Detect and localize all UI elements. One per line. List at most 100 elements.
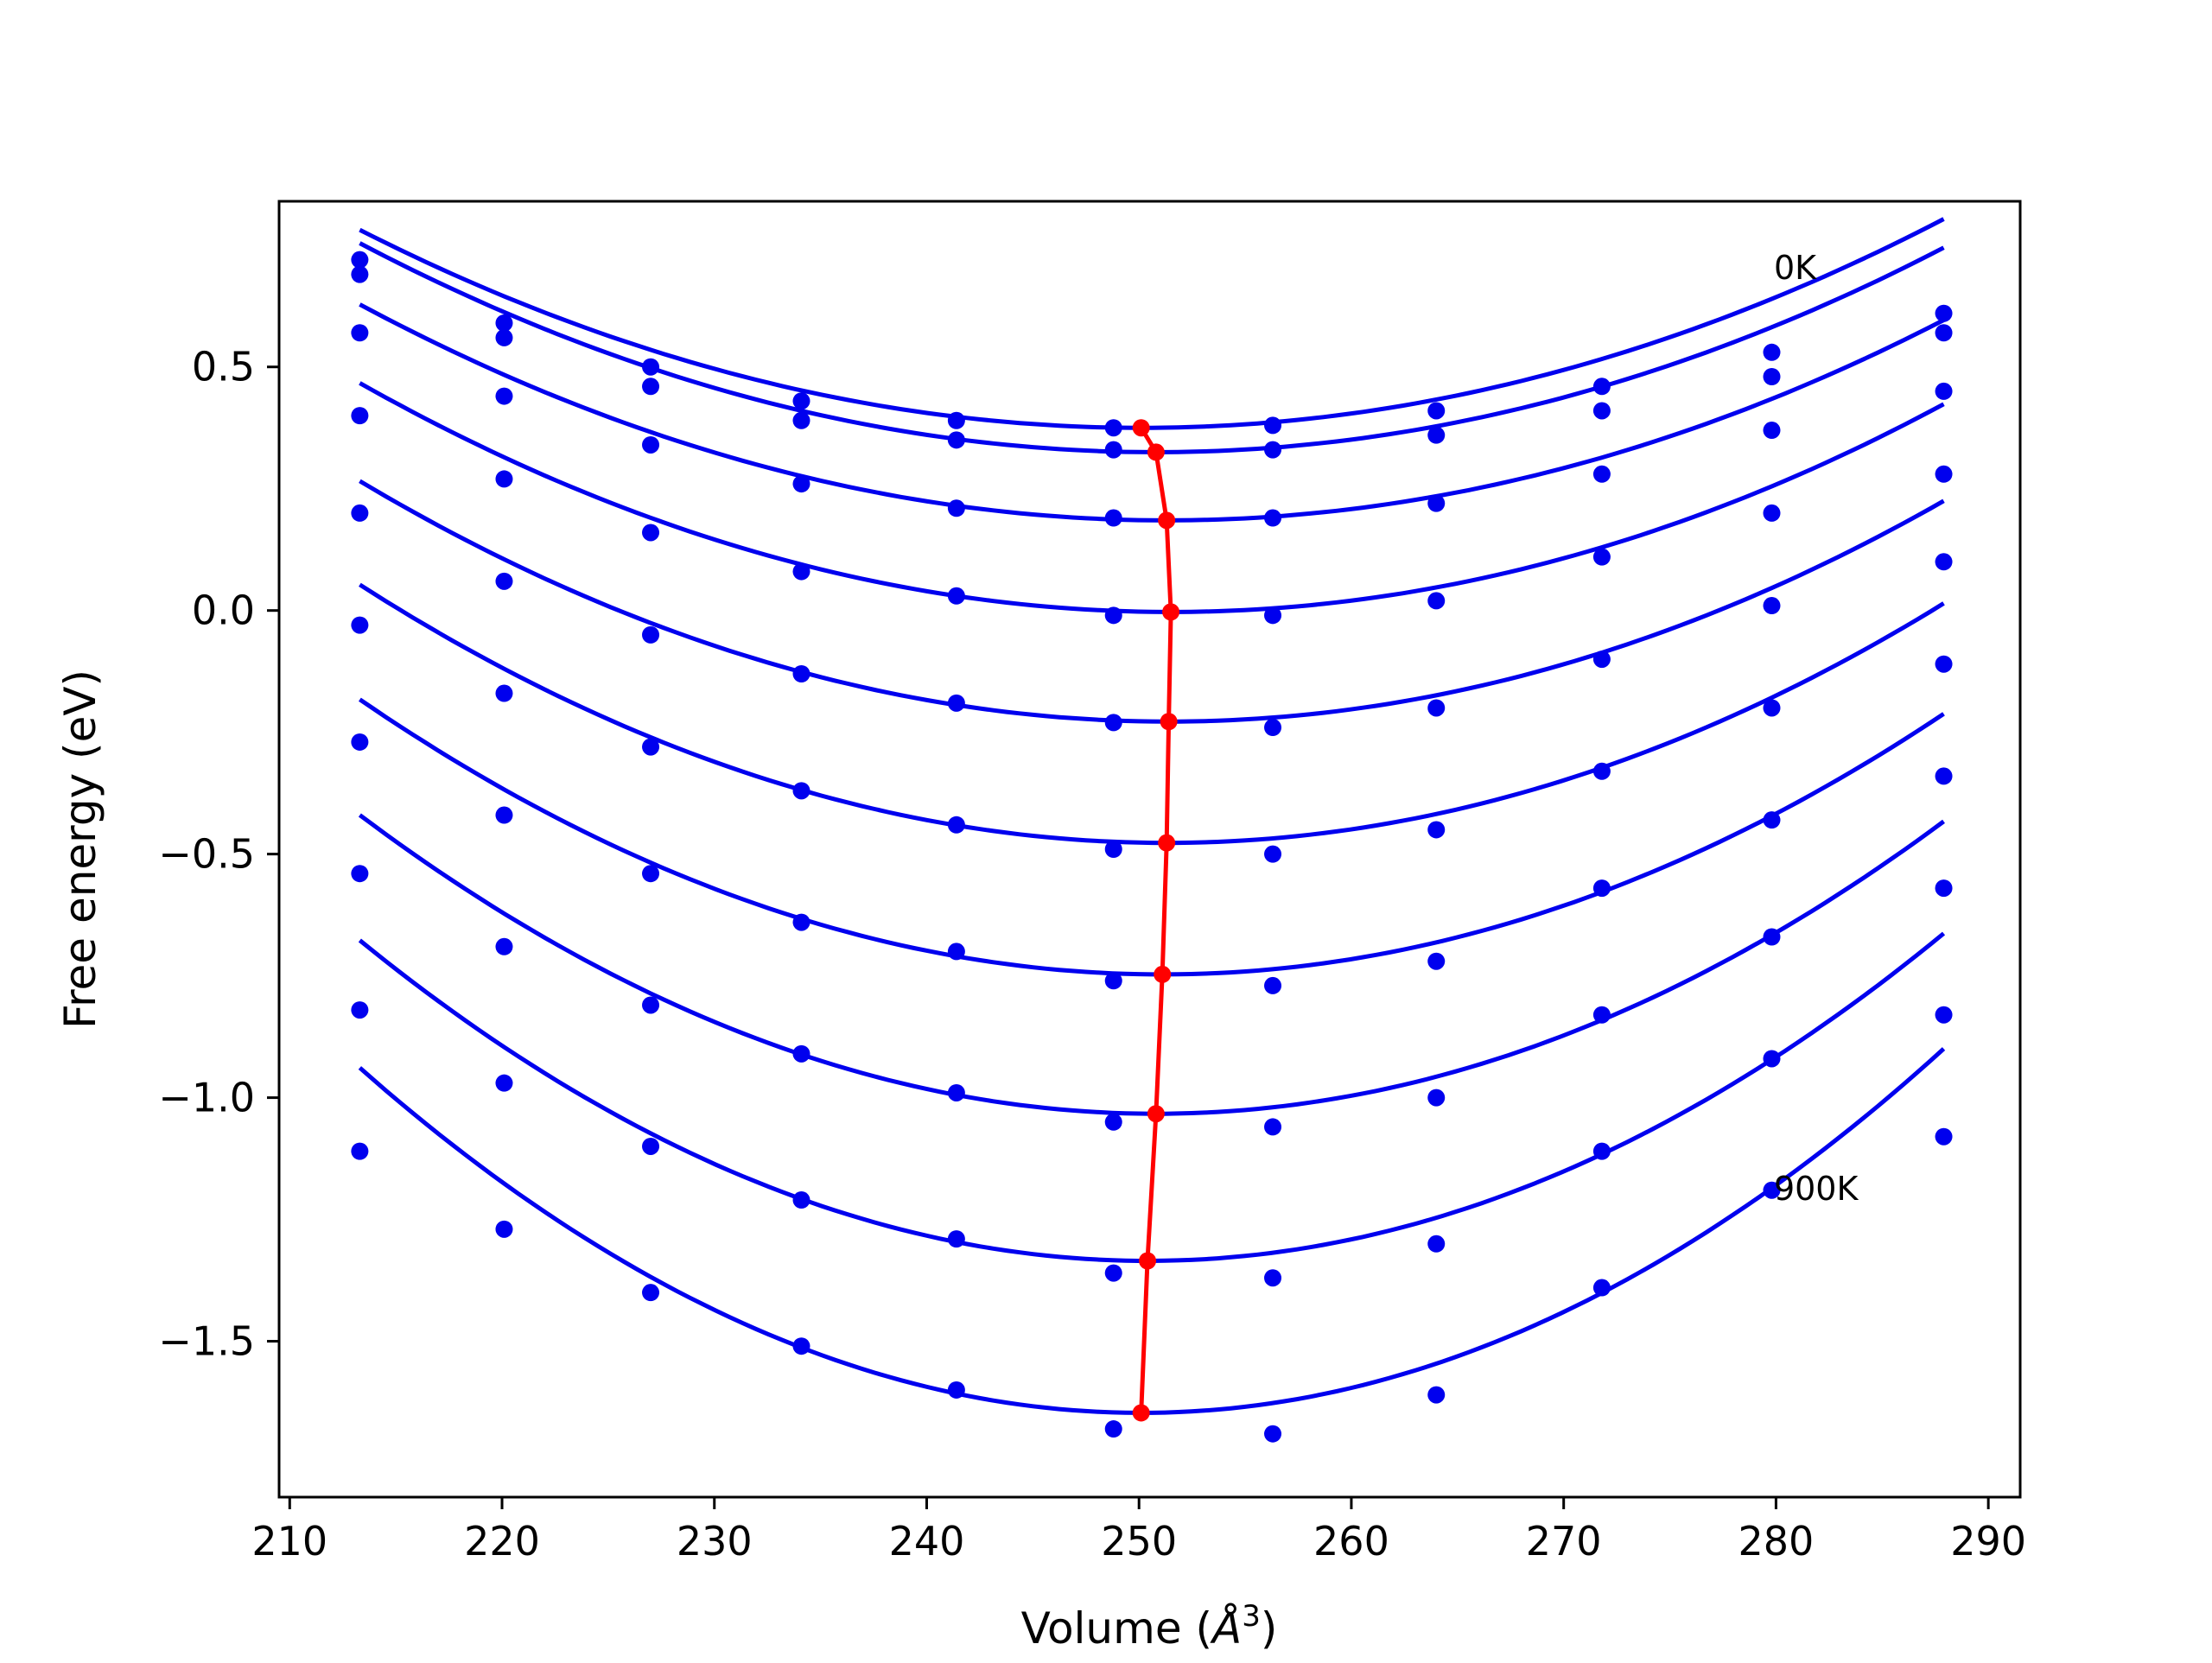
data-point-5-9 [1763, 699, 1781, 717]
data-point-8-4 [947, 1230, 965, 1248]
x-axis-label: Volume (Å3) [1021, 1599, 1278, 1653]
data-point-7-9 [1763, 928, 1781, 946]
data-point-3-4 [947, 587, 965, 605]
data-point-6-6 [1264, 976, 1282, 994]
data-point-8-8 [1592, 1142, 1611, 1160]
data-point-5-7 [1427, 821, 1446, 839]
y-tick-label-3: −1.0 [158, 1075, 255, 1121]
data-point-2-7 [1427, 494, 1446, 512]
data-point-0-7 [1427, 402, 1446, 420]
data-point-4-4 [947, 694, 965, 712]
data-point-3-9 [1763, 504, 1781, 522]
data-point-2-3 [792, 475, 810, 493]
data-point-7-3 [792, 1044, 810, 1063]
data-point-8-0 [351, 1001, 369, 1019]
data-point-2-0 [351, 324, 369, 342]
minimum-point-4 [1160, 713, 1178, 731]
fit-curve-0 [359, 217, 1945, 430]
data-point-1-7 [1427, 426, 1446, 444]
x-axis-label-suffix: ) [1261, 1603, 1278, 1653]
x-axis-label-unit: Å [1210, 1603, 1242, 1653]
data-point-5-2 [642, 738, 660, 756]
data-point-4-8 [1592, 651, 1611, 669]
data-point-8-1 [495, 1074, 513, 1092]
x-axis-label-exponent: 3 [1242, 1599, 1261, 1634]
data-point-1-4 [947, 431, 965, 449]
x-tick-label-260: 260 [1313, 1518, 1389, 1565]
data-point-5-6 [1264, 845, 1282, 863]
data-point-6-8 [1592, 879, 1611, 898]
data-point-9-1 [495, 1220, 513, 1238]
fit-curve-3 [359, 381, 1945, 614]
x-tick-label-230: 230 [677, 1518, 753, 1565]
data-point-9-5 [1104, 1420, 1122, 1438]
data-point-4-10 [1935, 553, 1953, 571]
plot-frame [277, 200, 2022, 1499]
data-point-1-5 [1104, 441, 1122, 459]
minimum-point-5 [1158, 834, 1176, 852]
data-point-2-2 [642, 435, 660, 454]
data-point-3-7 [1427, 592, 1446, 610]
data-point-7-8 [1592, 1006, 1611, 1024]
data-point-2-10 [1935, 382, 1953, 400]
data-point-1-2 [642, 378, 660, 396]
minimum-line [1139, 426, 1173, 1413]
fit-curve-5 [359, 582, 1945, 846]
x-tick-label-220: 220 [464, 1518, 540, 1565]
data-point-7-4 [947, 1083, 965, 1101]
x-axis: 210 220 230 240 250 260 270 280 290 [251, 1497, 2026, 1565]
data-point-3-10 [1935, 465, 1953, 483]
data-point-5-1 [495, 684, 513, 702]
data-point-7-2 [642, 996, 660, 1014]
data-point-4-2 [642, 625, 660, 644]
data-point-6-7 [1427, 952, 1446, 970]
minimum-point-3 [1162, 603, 1180, 621]
data-point-3-3 [792, 562, 810, 581]
data-point-8-7 [1427, 1235, 1446, 1253]
data-point-0-8 [1592, 378, 1611, 396]
data-point-0-4 [947, 411, 965, 429]
data-point-0-1 [495, 314, 513, 332]
data-point-5-5 [1104, 841, 1122, 858]
data-point-2-5 [1104, 509, 1122, 527]
data-point-8-3 [792, 1191, 810, 1209]
y-tick-label-2: −0.5 [158, 831, 255, 878]
data-point-1-0 [351, 265, 369, 283]
data-point-7-10 [1935, 879, 1953, 898]
fit-curve-2 [359, 302, 1945, 523]
data-point-8-2 [642, 1137, 660, 1155]
minimum-point-7 [1147, 1105, 1165, 1123]
minimum-point-8 [1139, 1252, 1157, 1270]
y-axis-label: Free energy (eV) [55, 670, 105, 1029]
y-axis: 0.5 0.0 −0.5 −1.0 −1.5 [158, 344, 279, 1365]
data-point-0-0 [351, 251, 369, 269]
data-point-5-8 [1592, 762, 1611, 780]
data-point-4-9 [1763, 597, 1781, 615]
fit-curve-9 [358, 1047, 1946, 1415]
minimum-point-1 [1147, 443, 1165, 461]
data-point-2-1 [495, 387, 513, 405]
data-point-4-7 [1427, 699, 1446, 717]
x-tick-label-270: 270 [1526, 1518, 1602, 1565]
annotation-900k: 900K [1774, 1170, 1859, 1208]
data-point-6-4 [947, 943, 965, 961]
data-point-1-3 [792, 411, 810, 429]
x-tick-label-290: 290 [1950, 1518, 2026, 1565]
data-point-6-1 [495, 806, 513, 824]
minimum-point-6 [1154, 965, 1172, 983]
data-point-0-2 [642, 358, 660, 376]
annotation-0k: 0K [1774, 249, 1817, 287]
data-point-5-10 [1935, 655, 1953, 673]
data-point-5-4 [947, 816, 965, 834]
data-point-0-5 [1104, 419, 1122, 437]
data-point-9-2 [642, 1284, 660, 1302]
data-point-6-10 [1935, 767, 1953, 785]
data-point-9-10 [1935, 1127, 1953, 1146]
data-point-6-9 [1763, 811, 1781, 829]
data-point-7-7 [1427, 1089, 1446, 1107]
data-point-1-6 [1264, 441, 1282, 459]
data-point-5-3 [792, 782, 810, 800]
data-point-2-4 [947, 499, 965, 517]
data-point-2-8 [1592, 465, 1611, 483]
